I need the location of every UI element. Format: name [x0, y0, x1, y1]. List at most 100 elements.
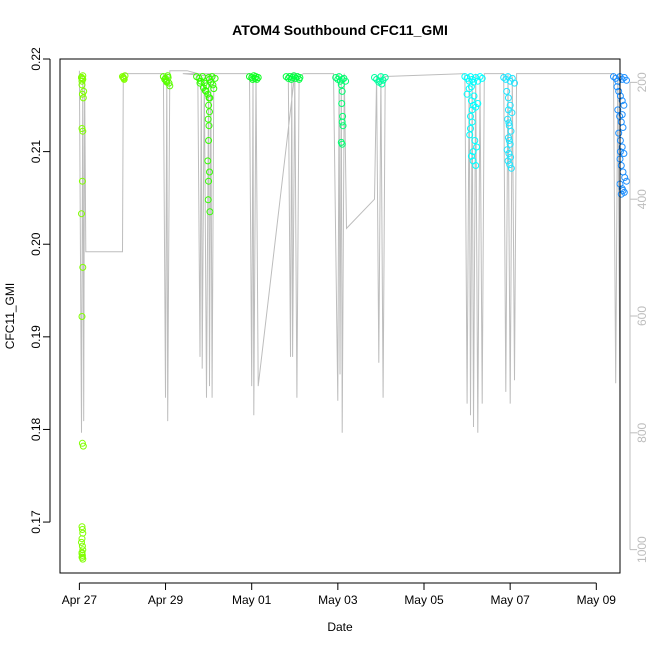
right-tick-label: 800: [635, 422, 649, 442]
data-point: [478, 74, 486, 82]
data-point: [618, 143, 626, 151]
data-point: [337, 81, 345, 89]
data-point: [79, 263, 87, 271]
data-point: [381, 74, 389, 81]
x-tick-label: May 03: [318, 593, 358, 607]
data-point: [504, 106, 512, 114]
data-point: [120, 74, 128, 82]
data-point: [472, 162, 480, 169]
data-point: [79, 94, 87, 102]
data-point: [476, 73, 484, 81]
data-point: [284, 74, 292, 82]
data-point: [78, 553, 86, 561]
data-point: [254, 74, 262, 81]
data-point: [623, 76, 630, 84]
data-point: [78, 77, 86, 85]
data-point: [209, 81, 217, 89]
data-point: [79, 442, 87, 450]
data-point: [472, 74, 480, 81]
data-point: [339, 122, 347, 130]
data-point: [79, 127, 87, 135]
data-point: [204, 157, 212, 165]
data-point: [205, 122, 213, 130]
right-axis: 200 400 600 800 1000: [629, 72, 649, 563]
data-point: [78, 74, 86, 82]
y-tick-label: 0.19: [29, 325, 43, 349]
data-point: [78, 523, 86, 531]
data-point: [210, 85, 218, 93]
data-point: [78, 526, 86, 533]
y-tick-label: 0.21: [29, 140, 43, 164]
data-point: [338, 140, 346, 148]
data-point: [620, 101, 628, 109]
y-axis-label: CFC11_GMI: [3, 283, 17, 349]
data-point: [620, 150, 628, 157]
data-point: [338, 87, 346, 95]
right-tick-label: 400: [635, 189, 649, 209]
data-point: [206, 108, 213, 116]
data-point: [618, 97, 626, 105]
data-point: [471, 137, 479, 144]
data-point: [504, 94, 512, 102]
data-point: [78, 550, 86, 558]
data-point: [504, 115, 512, 123]
data-point: [204, 115, 212, 123]
x-tick-label: Apr 27: [62, 593, 98, 607]
data-point: [617, 162, 625, 169]
y-tick-label: 0.22: [29, 47, 43, 71]
x-tick-label: May 01: [232, 593, 272, 607]
y-axis: 0.17 0.18 0.19 0.20 0.21 0.22: [29, 47, 51, 534]
data-point: [504, 157, 512, 165]
data-point: [511, 79, 518, 87]
series-1: [119, 72, 129, 83]
data-point: [470, 92, 478, 100]
series-7: [371, 73, 389, 88]
data-point: [289, 74, 297, 81]
data-point: [617, 190, 625, 198]
data-point: [206, 208, 214, 216]
data-point: [342, 77, 350, 85]
data-point: [505, 119, 513, 127]
data-point: [292, 74, 300, 82]
data-point: [467, 125, 474, 132]
data-point: [253, 75, 261, 83]
data-point: [621, 174, 629, 181]
data-point: [205, 94, 213, 102]
data-point: [371, 74, 378, 81]
x-axis-label: Date: [327, 620, 353, 634]
data-point: [470, 101, 477, 109]
data-point: [468, 106, 476, 114]
data-point: [503, 87, 511, 95]
data-point: [211, 74, 219, 82]
data-point: [78, 210, 85, 218]
data-point: [206, 168, 213, 176]
data-point: [377, 73, 385, 81]
points-layer: [78, 72, 630, 563]
x-tick-label: May 05: [404, 593, 444, 607]
data-point: [78, 81, 86, 89]
series-3: [193, 73, 219, 216]
data-point: [78, 90, 86, 98]
data-point: [204, 196, 212, 204]
data-point: [338, 118, 346, 126]
chart-title: ATOM4 Southbound CFC11_GMI: [232, 22, 448, 38]
data-point: [505, 137, 513, 144]
plot-frame: [59, 58, 621, 574]
y-tick-label: 0.18: [29, 417, 43, 441]
data-point: [506, 161, 514, 169]
data-point: [615, 87, 623, 95]
series-4: [246, 72, 262, 83]
data-point: [205, 137, 213, 144]
data-point: [78, 542, 86, 550]
series-6: [332, 73, 350, 148]
data-point: [78, 177, 86, 185]
x-axis: Apr 27 Apr 29 May 01 May 03 May 05 May 07 May …: [62, 582, 616, 607]
data-point: [506, 140, 514, 148]
data-point: [338, 100, 346, 107]
data-point: [205, 101, 213, 109]
data-point: [615, 129, 623, 137]
data-point: [78, 74, 85, 81]
data-point: [507, 164, 515, 172]
